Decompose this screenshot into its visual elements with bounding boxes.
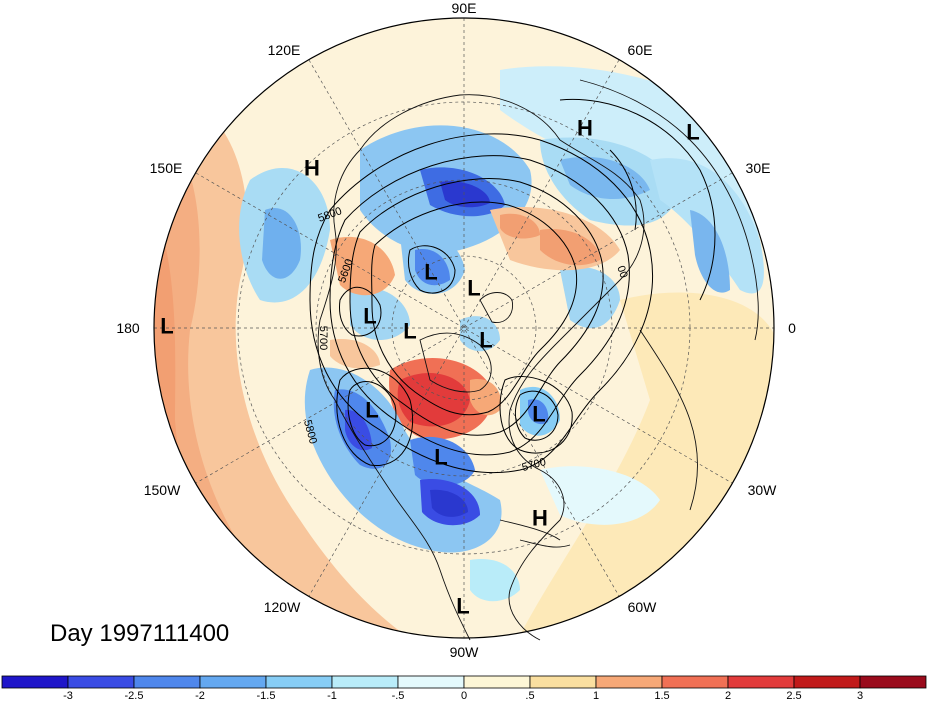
high-pressure-marker: H xyxy=(532,506,548,531)
colorbar-swatch xyxy=(67,675,135,689)
colorbar-label: 2.5 xyxy=(786,690,802,702)
colorbar-label: -.5 xyxy=(391,690,405,702)
high-pressure-marker: H xyxy=(577,116,593,141)
colorbar-swatch xyxy=(661,675,729,689)
longitude-label: 150E xyxy=(149,160,183,176)
low-pressure-marker: L xyxy=(456,594,469,619)
longitude-label: 30W xyxy=(747,482,777,498)
contour-label: 5700 xyxy=(317,326,329,350)
longitude-label: 150W xyxy=(143,482,181,498)
low-pressure-marker: L xyxy=(686,120,699,145)
low-pressure-marker: L xyxy=(403,319,416,344)
colorbar-swatch xyxy=(463,675,531,689)
colorbar-label: -1 xyxy=(327,690,337,702)
longitude-label: 0 xyxy=(788,320,796,336)
low-pressure-marker: L xyxy=(363,304,376,329)
longitude-label: 30E xyxy=(745,160,771,176)
longitude-label: 120W xyxy=(263,599,301,615)
low-pressure-marker: L xyxy=(467,276,480,301)
colorbar-swatch xyxy=(397,675,465,689)
low-pressure-marker: L xyxy=(160,314,173,339)
colorbar-swatch xyxy=(529,675,597,689)
colorbar-swatch xyxy=(793,675,861,689)
colorbar-label: 0 xyxy=(460,690,468,702)
colorbar-label: -3 xyxy=(63,690,73,702)
colorbar-swatch xyxy=(595,675,663,689)
colorbar-label: -2.5 xyxy=(124,690,144,702)
high-pressure-marker: H xyxy=(304,156,320,181)
colorbar-swatch xyxy=(727,675,795,689)
colorbar-label: 3 xyxy=(856,690,864,702)
low-pressure-marker: L xyxy=(365,398,378,423)
colorbar-swatch xyxy=(331,675,399,689)
colorbar-label: 1 xyxy=(592,690,600,702)
low-pressure-marker: L xyxy=(424,260,437,285)
coastlines xyxy=(317,79,759,641)
longitude-label: 90W xyxy=(449,644,479,660)
colorbar-label: 1.5 xyxy=(654,690,670,702)
map-boundary xyxy=(153,17,775,639)
colorbar-label: 2 xyxy=(724,690,732,702)
longitude-label: 90E xyxy=(451,0,477,16)
colorbar-swatch xyxy=(265,675,333,689)
height-contours xyxy=(309,98,716,474)
low-pressure-marker: L xyxy=(532,402,545,427)
contour-label: 00 xyxy=(614,264,629,280)
colorbar-swatch xyxy=(859,675,927,689)
colorbar-swatch xyxy=(199,675,267,689)
colorbar-label: .5 xyxy=(525,690,535,702)
colorbar-swatch xyxy=(133,675,201,689)
longitude-label: 180 xyxy=(116,320,140,336)
longitude-label: 60W xyxy=(627,599,657,615)
colorbar xyxy=(1,675,927,689)
map-title: Day 1997111400 xyxy=(50,620,230,647)
colorbar-label: -2 xyxy=(195,690,205,702)
longitude-label: 60E xyxy=(627,42,653,58)
low-pressure-marker: L xyxy=(479,328,492,353)
colorbar-label: -1.5 xyxy=(256,690,276,702)
longitude-label: 120E xyxy=(267,42,301,58)
colorbar-swatch xyxy=(1,675,69,689)
low-pressure-marker: L xyxy=(434,445,447,470)
pressure-centers: L H H L L L L L L L L L H L xyxy=(160,116,699,619)
